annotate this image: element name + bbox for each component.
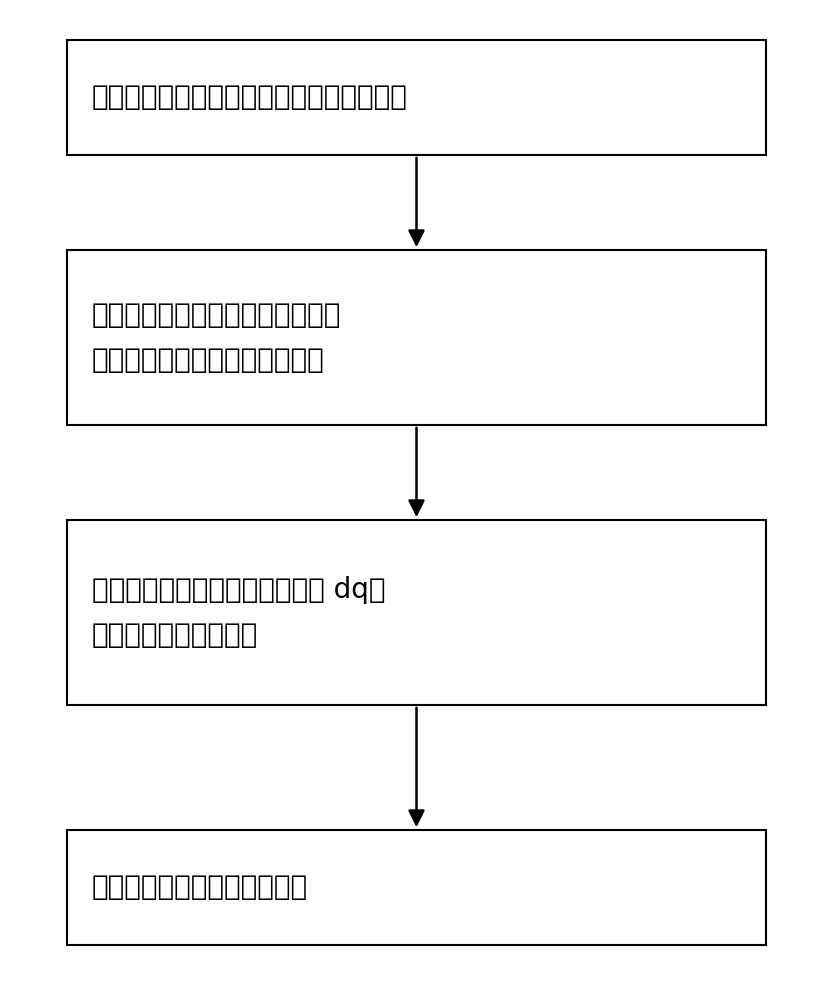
Text: 搭建联合仿真平台，验证效果: 搭建联合仿真平台，验证效果 — [92, 874, 307, 902]
Bar — [67, 830, 766, 945]
Bar — [67, 250, 766, 425]
Text: 电流的谐波进行抑制状: 电流的谐波进行抑制状 — [92, 621, 258, 649]
Bar — [67, 40, 766, 155]
Text: 通过频率自适应重复控制算法对 dq轴: 通过频率自适应重复控制算法对 dq轴 — [92, 576, 385, 604]
Text: 阶次与三相电流谐波阶次的关系: 阶次与三相电流谐波阶次的关系 — [92, 346, 324, 374]
Text: 根据气隙磁场模型推导径向电磁力: 根据气隙磁场模型推导径向电磁力 — [92, 301, 341, 329]
Bar — [67, 520, 766, 705]
Text: 建立永磁体及电枢反应产生的气隙磁场模型: 建立永磁体及电枢反应产生的气隙磁场模型 — [92, 84, 407, 111]
